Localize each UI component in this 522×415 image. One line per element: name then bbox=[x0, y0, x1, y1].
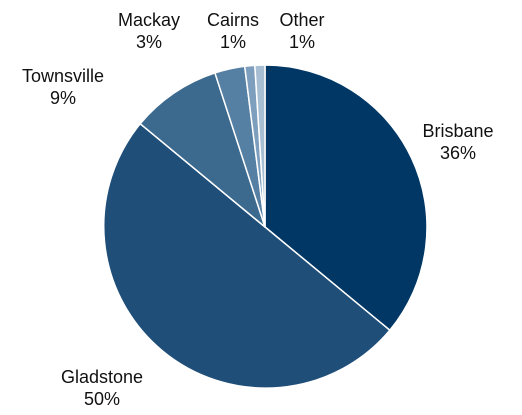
slice-value-cairns: 1% bbox=[220, 32, 246, 52]
pie-slice-townsville bbox=[139, 72, 266, 228]
slice-value-townsville: 9% bbox=[50, 88, 76, 108]
slice-value-other: 1% bbox=[289, 32, 315, 52]
pie-slice-brisbane bbox=[264, 64, 428, 332]
slice-value-brisbane: 36% bbox=[440, 143, 476, 163]
pie-slice-gladstone bbox=[103, 122, 391, 389]
slice-label-gladstone: Gladstone bbox=[61, 367, 143, 387]
slices-layer bbox=[103, 64, 428, 389]
slice-value-mackay: 3% bbox=[136, 32, 162, 52]
slice-label-other: Other bbox=[279, 10, 324, 30]
pie-slice-other bbox=[254, 64, 266, 228]
slice-value-gladstone: 50% bbox=[84, 389, 120, 409]
slice-label-cairns: Cairns bbox=[207, 10, 259, 30]
slice-label-townsville: Townsville bbox=[22, 66, 104, 86]
slice-label-brisbane: Brisbane bbox=[422, 121, 493, 141]
slice-label-mackay: Mackay bbox=[118, 10, 180, 30]
